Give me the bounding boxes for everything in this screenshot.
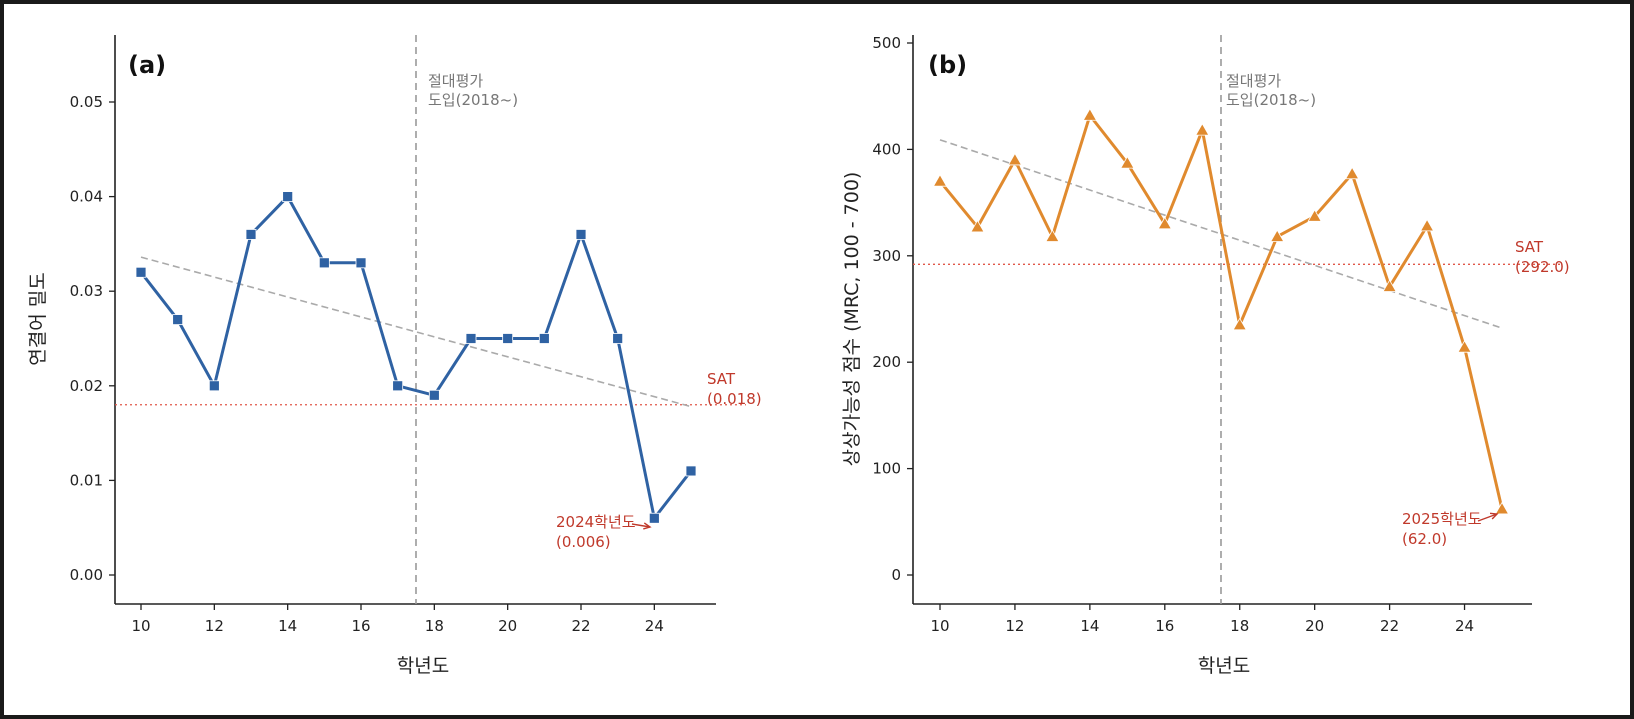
panel-b-policy-label-line2: 도입(2018~) bbox=[1226, 91, 1316, 109]
panel-b-annotation-arrow-shaft bbox=[1477, 513, 1498, 522]
panel-a-y-tick-label: 0.05 bbox=[70, 93, 103, 111]
panel-a-sat-label-line1: SAT bbox=[707, 370, 736, 388]
panel-a: 10 12 14 16 18 20 22 24 0.00 0.01 0.02 0.03 0.04 0.05… bbox=[27, 35, 762, 677]
panel-a-y-tick-label: 0.03 bbox=[70, 282, 103, 300]
panel-a-data-point bbox=[245, 229, 257, 240]
panel-a-y-tick-label: 0.00 bbox=[70, 566, 103, 584]
panel-a-x-tick-label: 12 bbox=[205, 617, 224, 635]
panel-a-annotation-arrow-shaft bbox=[631, 523, 651, 528]
panel-b-x-tick-label: 24 bbox=[1455, 617, 1474, 635]
panel-a-data-point bbox=[502, 333, 514, 344]
panel-b-data-point bbox=[1120, 155, 1135, 169]
panel-b-sat-label-line2: (292.0) bbox=[1515, 258, 1570, 276]
panel-a-data-point bbox=[612, 333, 624, 344]
panel-b-data-point bbox=[1045, 229, 1060, 242]
panel-a-x-tick-label: 18 bbox=[425, 617, 444, 635]
panel-b-x-tick-label: 10 bbox=[930, 617, 949, 635]
panel-b-series-line bbox=[938, 113, 1504, 510]
panel-b-sat-label-line1: SAT bbox=[1515, 238, 1544, 256]
panel-b-y-axis-title: 상상가능성 점수 (MRC, 100 - 700) bbox=[841, 172, 863, 467]
panel-a-y-tick-label: 0.01 bbox=[70, 471, 103, 489]
panel-b-annotation-arrow-head bbox=[1489, 512, 1499, 520]
panel-a-data-point bbox=[282, 191, 294, 203]
panel-b-data-point bbox=[1157, 216, 1172, 230]
panel-b-data-point bbox=[1270, 229, 1285, 242]
panel-b-data-point bbox=[1419, 218, 1435, 232]
panel-b-data-point bbox=[1082, 108, 1098, 121]
panel-b-policy-label-line1: 절대평가 bbox=[1226, 72, 1281, 90]
panel-a-data-point bbox=[685, 465, 697, 477]
panel-a-data-point bbox=[428, 389, 440, 401]
panel-a-data-point bbox=[392, 380, 404, 392]
panel-b-y-tick-label: 300 bbox=[872, 247, 901, 265]
panel-a-policy-label-line1: 절대평가 bbox=[428, 72, 483, 90]
panel-a-trend-line bbox=[140, 256, 692, 408]
panel-b-data-point bbox=[1494, 501, 1510, 515]
panel-b-data-point bbox=[1195, 122, 1210, 136]
panel-b-y-tick-label: 200 bbox=[872, 353, 901, 371]
panel-a-panel-label: (a) bbox=[128, 51, 166, 79]
panel-a-x-axis-title: 학년도 bbox=[397, 655, 449, 677]
panel-b-x-tick-label: 20 bbox=[1305, 617, 1324, 635]
panel-b-x-tick-label: 14 bbox=[1080, 617, 1099, 635]
panel-b-x-tick-label: 18 bbox=[1230, 617, 1249, 635]
panel-a-annotation-arrow-head bbox=[643, 522, 652, 530]
panel-b-data-point bbox=[1007, 152, 1023, 166]
panel-a-data-point bbox=[575, 229, 587, 240]
panel-a-policy-label-line2: 도입(2018~) bbox=[428, 91, 518, 109]
panel-b-y-tick-label: 400 bbox=[872, 140, 901, 158]
panel-a-data-point bbox=[355, 257, 367, 269]
panel-b-data-point bbox=[970, 219, 985, 233]
panel-a-x-tick-label: 22 bbox=[571, 617, 590, 635]
panel-a-sat-label-line2: (0.018) bbox=[707, 390, 762, 408]
panel-a-data-point bbox=[318, 257, 330, 269]
panel-a-data-point bbox=[135, 266, 147, 278]
panel-b-y-tick-label: 500 bbox=[872, 34, 901, 52]
panel-b-data-point bbox=[1457, 339, 1472, 353]
panel-a-y-tick-label: 0.04 bbox=[70, 188, 103, 206]
panel-b: 10 12 14 16 18 20 22 24 0 100 200 300 400 500 학년도 상상가능성… bbox=[841, 34, 1570, 677]
panel-a-x-tick-label: 16 bbox=[351, 617, 370, 635]
panel-b-x-tick-label: 22 bbox=[1380, 617, 1399, 635]
panel-b-panel-label: (b) bbox=[928, 51, 967, 79]
panel-a-data-point bbox=[208, 380, 220, 392]
panel-a-x-tick-label: 20 bbox=[498, 617, 517, 635]
panel-a-data-point bbox=[538, 333, 550, 344]
panel-a-data-point bbox=[465, 333, 477, 344]
panel-a-series-line bbox=[139, 195, 693, 520]
panel-a-annotation-line1: 2024학년도 bbox=[556, 513, 636, 531]
panel-a-data-point bbox=[172, 314, 184, 325]
panel-b-data-point bbox=[1382, 279, 1397, 292]
panel-b-annotation-line2: (62.0) bbox=[1402, 530, 1447, 548]
panel-b-x-tick-label: 16 bbox=[1155, 617, 1174, 635]
panel-b-x-tick-label: 12 bbox=[1005, 617, 1024, 635]
panel-b-data-point bbox=[1307, 209, 1322, 222]
panel-b-data-point bbox=[1232, 317, 1247, 331]
panel-a-annotation-line2: (0.006) bbox=[556, 533, 611, 551]
panel-a-data-point bbox=[648, 512, 660, 524]
panel-a-x-tick-label: 24 bbox=[645, 617, 664, 635]
panel-b-y-tick-label: 0 bbox=[891, 566, 901, 584]
panel-b-x-axis-title: 학년도 bbox=[1198, 655, 1250, 677]
panel-a-x-tick-label: 10 bbox=[131, 617, 150, 635]
panel-b-annotation-line1: 2025학년도 bbox=[1402, 510, 1482, 528]
panel-b-y-tick-label: 100 bbox=[872, 460, 901, 478]
panel-a-y-axis-title: 연결어 밀도 bbox=[27, 272, 49, 365]
panel-b-data-point bbox=[1344, 166, 1360, 180]
panel-b-data-point bbox=[932, 174, 948, 187]
panel-a-x-tick-label: 14 bbox=[278, 617, 297, 635]
panel-a-y-tick-label: 0.02 bbox=[70, 377, 103, 395]
